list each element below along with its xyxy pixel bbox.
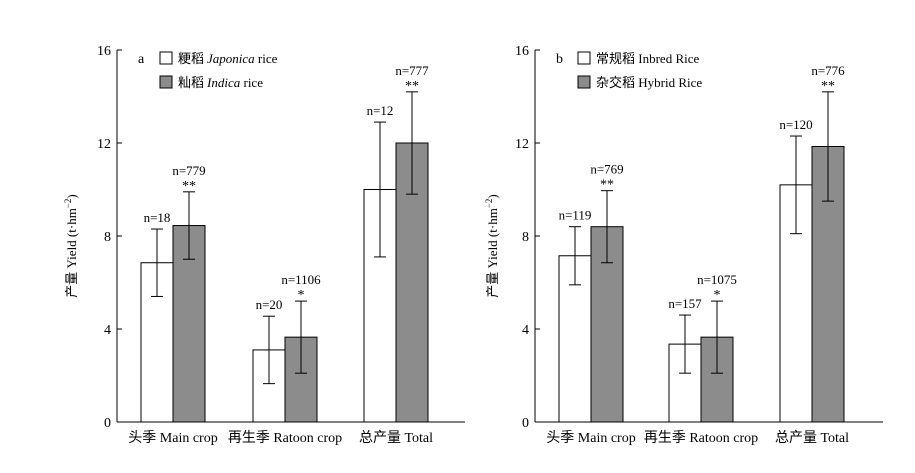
sample-size-label: n=776 [811, 63, 845, 78]
significance-label: ** [600, 178, 614, 193]
sample-size-label: n=1106 [281, 272, 321, 287]
y-axis-label: 产量 Yield (t·hm−2) [484, 194, 500, 297]
x-tick-label: 再生季 Ratoon crop [644, 430, 758, 446]
y-tick-label: 16 [97, 44, 111, 59]
legend-label-suffix: Hybrid Rice [635, 75, 702, 90]
y-tick-label: 0 [522, 416, 529, 431]
y-tick-label: 4 [522, 323, 529, 338]
sample-size-label: n=18 [144, 210, 171, 225]
y-axis-label-exponent: −2 [484, 199, 494, 209]
x-tick-label: 头季 Main crop [546, 430, 635, 446]
y-axis-label-close: ) [485, 194, 500, 198]
y-tick-label: 12 [97, 137, 111, 152]
legend-label-cn: 粳稻 [178, 51, 204, 66]
legend-label-cn: 常规稻 [596, 51, 635, 66]
y-tick-label: 12 [515, 137, 529, 152]
legend-label-latin: Indica [206, 75, 241, 90]
y-tick-label: 16 [515, 44, 529, 59]
chart-panel-a: 0 4 8 12 16 产量 Yield (t·hm−2) 头季 Main crop 再生季 … [63, 44, 465, 446]
legend-swatch [577, 75, 591, 89]
panel-label: a [138, 52, 145, 67]
legend-label: 杂交稻 Hybrid Rice [596, 75, 702, 90]
sample-size-label: n=779 [172, 163, 205, 178]
legend-label-suffix: rice [255, 51, 278, 66]
legend-label-suffix: rice [240, 75, 263, 90]
y-tick-label: 4 [104, 323, 111, 338]
sample-size-label: n=20 [256, 297, 283, 312]
significance-label: ** [821, 79, 835, 94]
legend-label: 粳稻 Japonica rice [178, 51, 278, 66]
x-tick-label: 总产量 Total [359, 430, 433, 446]
y-axis-label-text: 产量 Yield (t·hm [64, 208, 79, 298]
sample-size-label: n=120 [779, 117, 812, 132]
y-tick-label: 8 [104, 230, 111, 245]
chart-panel-b: 0 4 8 12 16 产量 Yield (t·hm−2) 头季 Main crop 再生季 … [484, 44, 883, 446]
legend-label: 常规稻 Inbred Rice [596, 51, 699, 66]
legend-label-latin: Japonica [207, 51, 255, 66]
y-tick-label: 8 [522, 230, 529, 245]
sample-size-label: n=119 [559, 208, 592, 223]
sample-size-label: n=769 [590, 162, 623, 177]
x-tick-label: 再生季 Ratoon crop [228, 430, 342, 446]
significance-label: ** [405, 79, 419, 94]
sample-size-label: n=1075 [697, 272, 737, 287]
x-tick-label: 头季 Main crop [128, 430, 217, 446]
legend-label-suffix: Inbred Rice [635, 51, 699, 66]
x-tick-label: 总产量 Total [775, 430, 849, 446]
legend-swatch [159, 51, 173, 65]
sample-size-label: n=157 [668, 296, 702, 311]
legend-label-cn: 杂交稻 [596, 75, 635, 90]
sample-size-label: n=12 [367, 103, 394, 118]
panel-label: b [556, 52, 563, 67]
sample-size-label: n=777 [395, 63, 429, 78]
y-axis-label-exponent: −2 [63, 199, 73, 209]
legend-swatch [159, 75, 173, 89]
significance-label: ** [182, 179, 196, 194]
significance-label: * [298, 288, 305, 303]
y-axis-label-text: 产量 Yield (t·hm [485, 208, 500, 298]
y-tick-label: 0 [104, 416, 111, 431]
y-axis-label-close: ) [64, 194, 79, 198]
legend-label-cn: 籼稻 [178, 75, 204, 90]
legend-label: 籼稻 Indica rice [178, 75, 263, 90]
significance-label: * [714, 288, 721, 303]
y-axis-label: 产量 Yield (t·hm−2) [63, 194, 79, 297]
legend-swatch [577, 51, 591, 65]
